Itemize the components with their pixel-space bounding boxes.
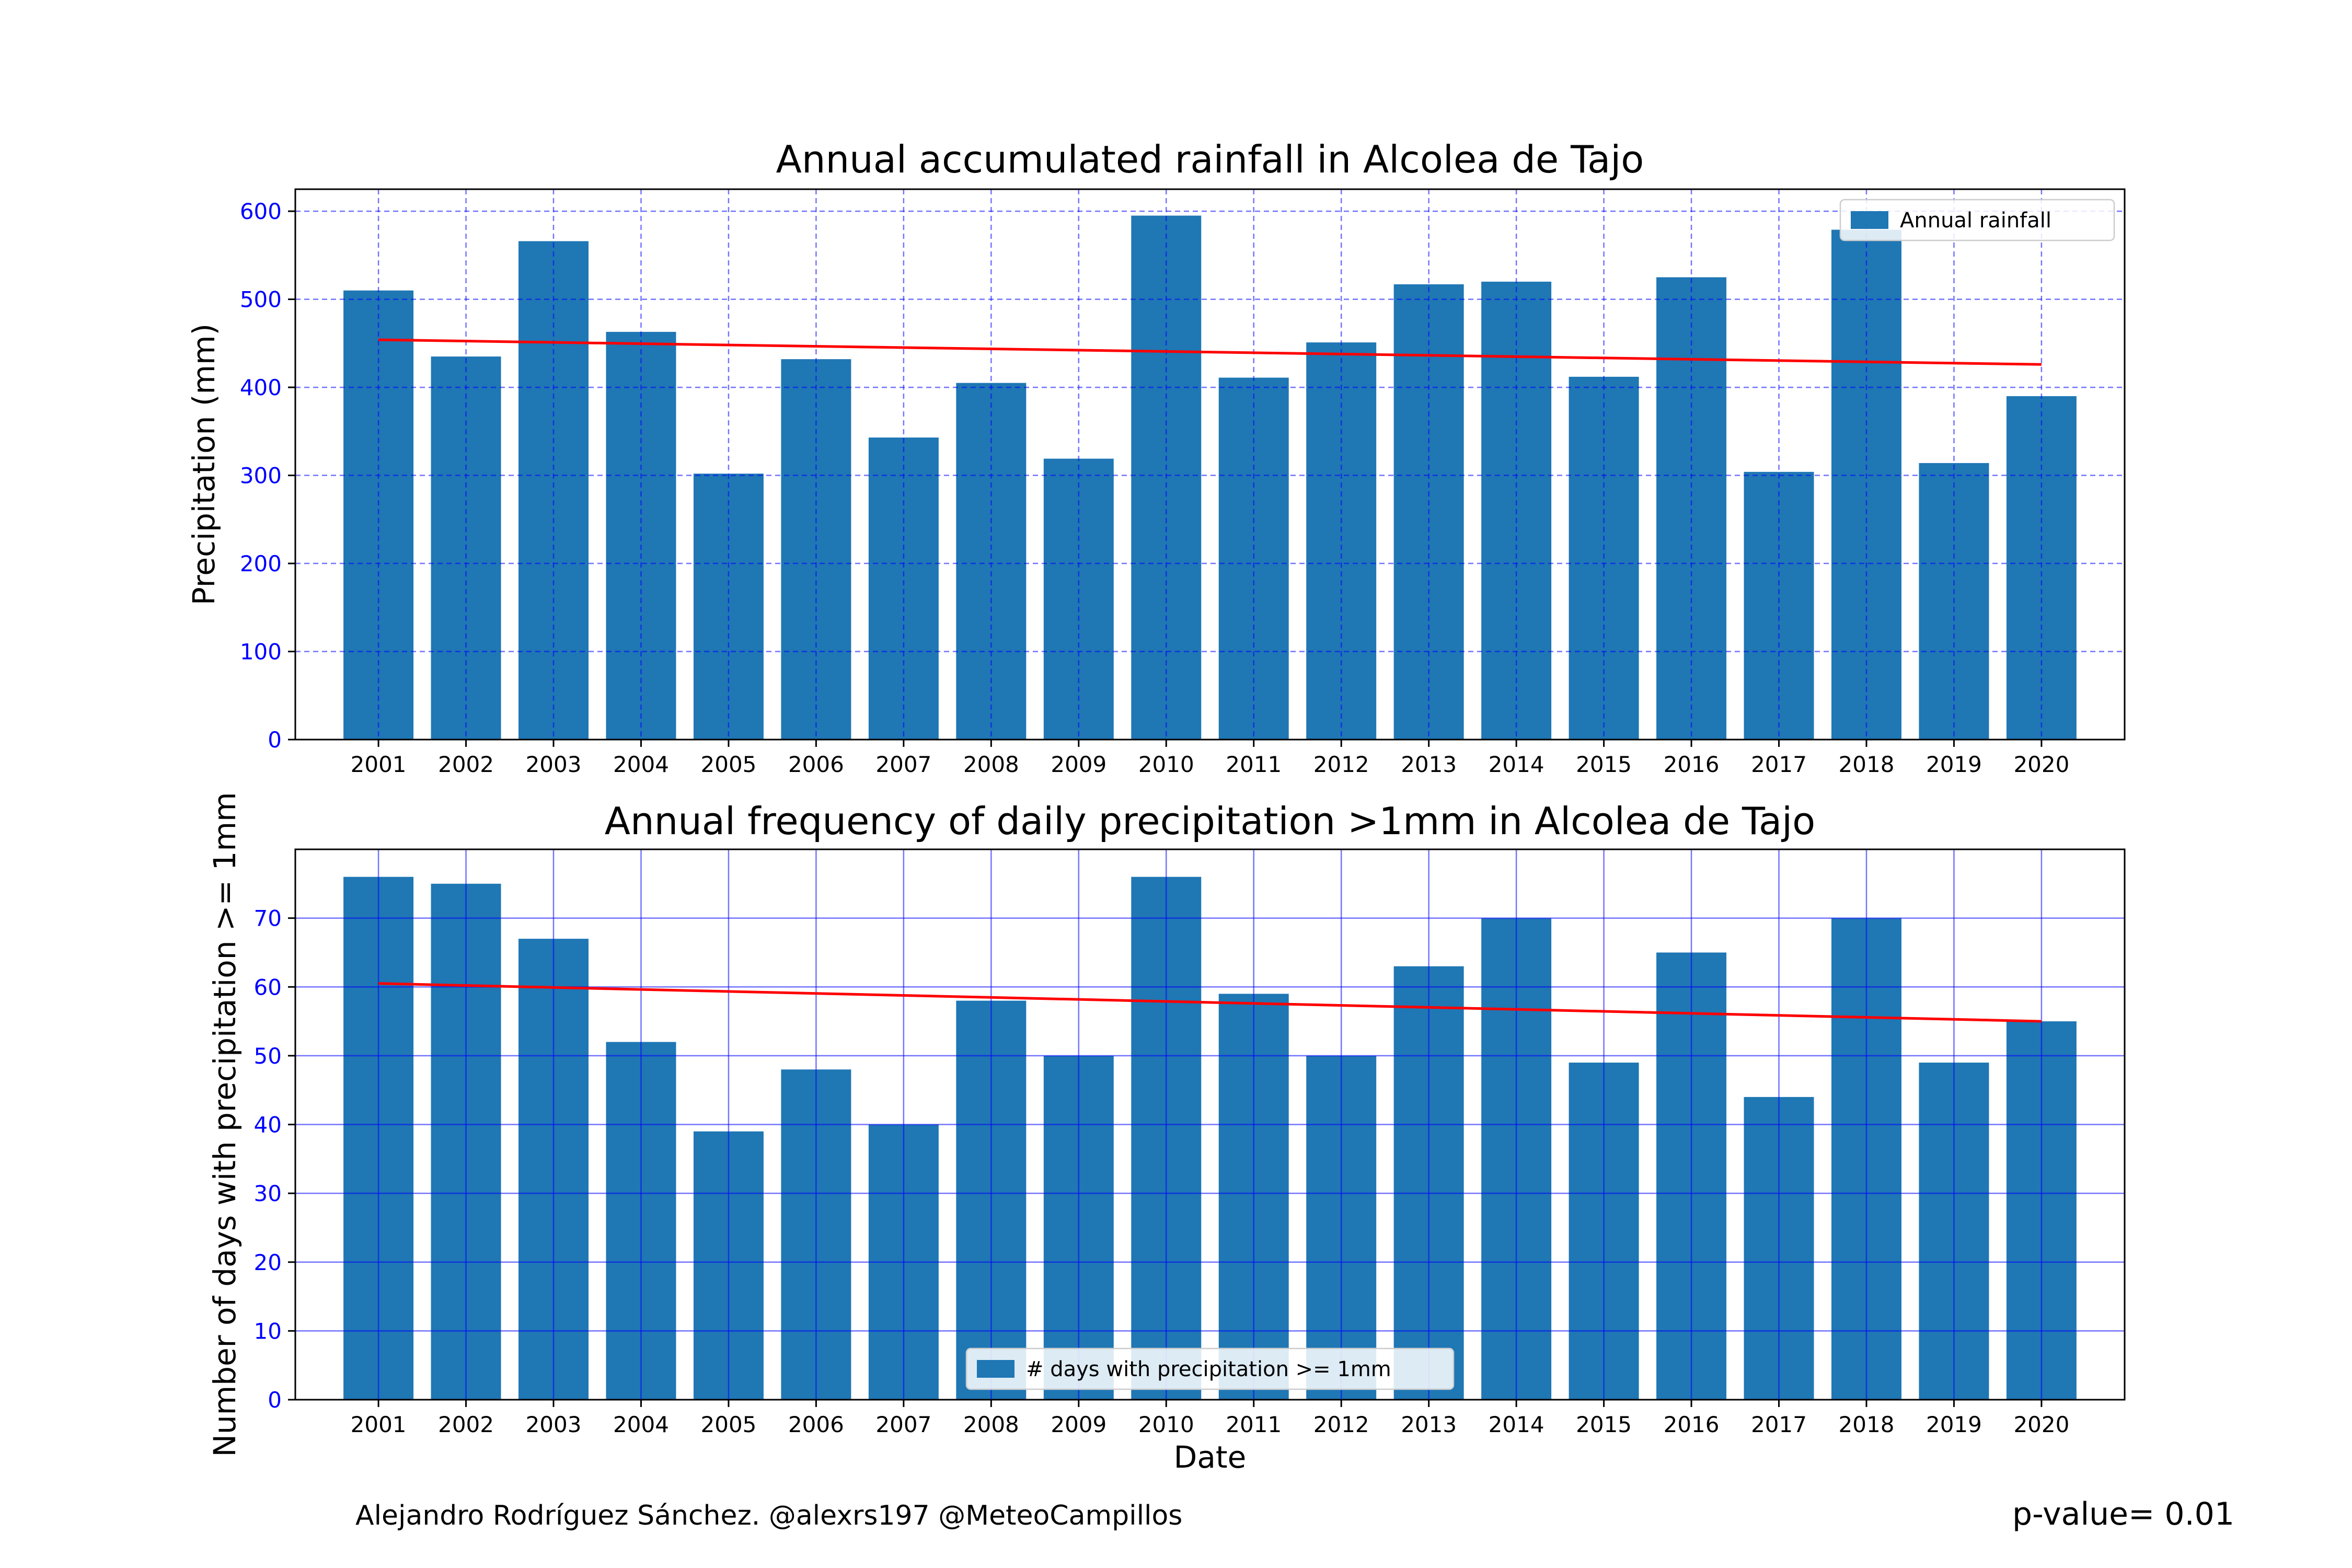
chart2-xtick-label-2011: 2011 bbox=[1226, 1412, 1282, 1437]
chart2-ytick-label-30: 30 bbox=[254, 1181, 282, 1206]
chart1-ytick-label-0: 0 bbox=[268, 727, 282, 753]
chart2-xtick-label-2012: 2012 bbox=[1313, 1412, 1369, 1437]
chart1-xtick-label-2007: 2007 bbox=[875, 752, 931, 777]
chart1-bar-2008 bbox=[956, 383, 1027, 740]
chart2-xtick-label-2020: 2020 bbox=[2013, 1412, 2069, 1437]
chart1-ytick-label-600: 600 bbox=[240, 199, 282, 224]
chart1-xtick-label-2012: 2012 bbox=[1313, 752, 1369, 777]
chart2-xtick-label-2019: 2019 bbox=[1926, 1412, 1982, 1437]
chart1-bar-2005 bbox=[693, 474, 764, 740]
chart1-xtick-label-2009: 2009 bbox=[1051, 752, 1106, 777]
chart1-xtick-label-2002: 2002 bbox=[438, 752, 494, 777]
chart2-trend-line bbox=[378, 982, 2042, 1023]
chart2-xlabel: Date bbox=[1174, 1439, 1247, 1475]
chart2-xtick-label-2015: 2015 bbox=[1576, 1412, 1632, 1437]
chart1-xtick-label-2014: 2014 bbox=[1489, 752, 1544, 777]
chart1-xtick-label-2003: 2003 bbox=[526, 752, 582, 777]
footer-credit: Alejandro Rodríguez Sánchez. @alexrs197 … bbox=[355, 1500, 1183, 1531]
chart1-legend-swatch bbox=[1851, 211, 1888, 229]
chart1-axes-frame bbox=[294, 188, 2126, 741]
chart1-xtick-label-2010: 2010 bbox=[1138, 752, 1194, 777]
chart2-xtick-label-2004: 2004 bbox=[613, 1412, 669, 1437]
chart1-xtick-label-2001: 2001 bbox=[351, 752, 407, 777]
chart2-xtick-label-2005: 2005 bbox=[701, 1412, 757, 1437]
chart1-legend-label: Annual rainfall bbox=[1900, 209, 2051, 233]
chart2-xtick-label-2003: 2003 bbox=[526, 1412, 582, 1437]
chart1-xtick-label-2019: 2019 bbox=[1926, 752, 1982, 777]
chart1-xtick-label-2011: 2011 bbox=[1226, 752, 1282, 777]
chart1-ylabel: Precipitation (mm) bbox=[186, 324, 222, 605]
chart1-ytick-label-100: 100 bbox=[240, 639, 282, 665]
chart1-xtick-label-2006: 2006 bbox=[788, 752, 844, 777]
chart2-ylabel: Number of days with precipitation >= 1mm bbox=[207, 792, 243, 1457]
chart1-bar-2017 bbox=[1744, 471, 1814, 740]
chart1-xtick-label-2013: 2013 bbox=[1401, 752, 1457, 777]
chart1-ytick-label-500: 500 bbox=[240, 287, 282, 313]
chart2-ytick-label-10: 10 bbox=[254, 1318, 282, 1344]
chart2-legend-swatch bbox=[977, 1360, 1014, 1378]
chart1-xtick-label-2016: 2016 bbox=[1664, 752, 1720, 777]
chart1-ytick-label-400: 400 bbox=[240, 375, 282, 400]
chart2-xtick-label-2016: 2016 bbox=[1664, 1412, 1720, 1437]
chart2-ytick-label-70: 70 bbox=[254, 906, 282, 931]
chart1-xtick-label-2005: 2005 bbox=[701, 752, 757, 777]
chart2-legend-box bbox=[965, 1347, 1455, 1390]
chart1-trend-line bbox=[378, 338, 2042, 366]
chart2-xtick-label-2007: 2007 bbox=[875, 1412, 931, 1437]
chart1-xtick-label-2004: 2004 bbox=[613, 752, 669, 777]
chart2-xtick-label-2002: 2002 bbox=[438, 1412, 494, 1437]
chart2-ytick-label-50: 50 bbox=[254, 1043, 282, 1069]
chart2-ytick-label-40: 40 bbox=[254, 1112, 282, 1138]
chart2-legend-label: # days with precipitation >= 1mm bbox=[1026, 1357, 1391, 1381]
chart2-xtick-label-2010: 2010 bbox=[1138, 1412, 1194, 1437]
chart2-ytick-label-20: 20 bbox=[254, 1250, 282, 1275]
chart1-xtick-label-2008: 2008 bbox=[963, 752, 1019, 777]
footer-pvalue: p-value= 0.01 bbox=[2012, 1496, 2234, 1532]
chart2-xtick-label-2014: 2014 bbox=[1489, 1412, 1544, 1437]
chart2-xtick-label-2008: 2008 bbox=[963, 1412, 1019, 1437]
chart2-xtick-label-2009: 2009 bbox=[1051, 1412, 1106, 1437]
chart1-xtick-label-2018: 2018 bbox=[1839, 752, 1895, 777]
chart2-xtick-label-2017: 2017 bbox=[1751, 1412, 1807, 1437]
chart2-ytick-label-60: 60 bbox=[254, 974, 282, 1000]
chart2-xtick-label-2006: 2006 bbox=[788, 1412, 844, 1437]
chart1-xtick-label-2017: 2017 bbox=[1751, 752, 1807, 777]
chart2-xtick-label-2013: 2013 bbox=[1401, 1412, 1457, 1437]
chart1-title: Annual accumulated rainfall in Alcolea d… bbox=[776, 137, 1644, 181]
chart1-xtick-label-2020: 2020 bbox=[2013, 752, 2069, 777]
chart2-xtick-label-2001: 2001 bbox=[351, 1412, 407, 1437]
chart1-xtick-label-2015: 2015 bbox=[1576, 752, 1632, 777]
chart2-ytick-label-0: 0 bbox=[268, 1387, 282, 1413]
chart2-xtick-label-2018: 2018 bbox=[1839, 1412, 1895, 1437]
chart1-ytick-label-300: 300 bbox=[240, 463, 282, 489]
chart1-legend-box bbox=[1839, 199, 2115, 241]
chart1-ytick-label-200: 200 bbox=[240, 551, 282, 577]
chart2-title: Annual frequency of daily precipitation … bbox=[605, 799, 1815, 843]
